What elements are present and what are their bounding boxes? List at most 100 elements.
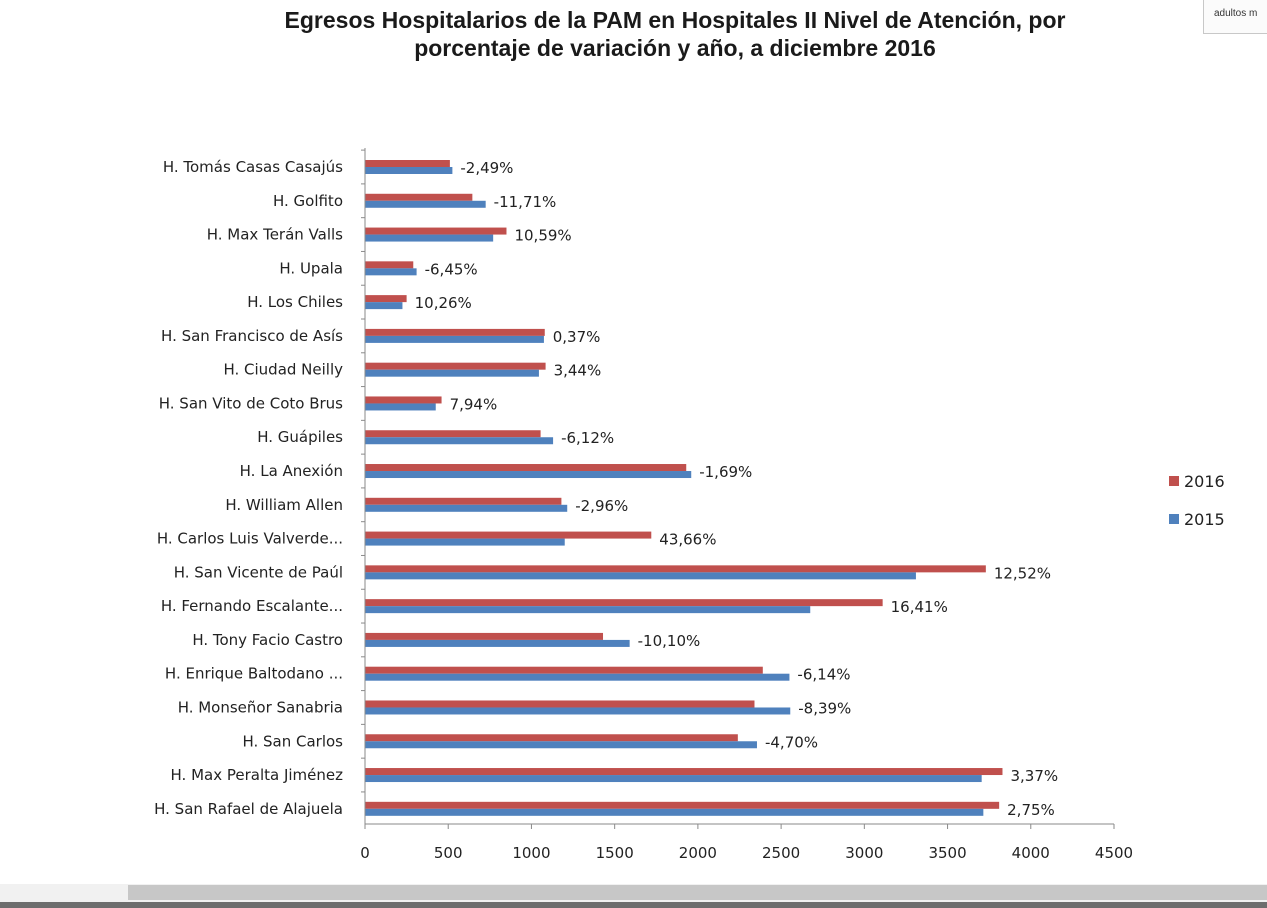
legend-swatch xyxy=(1169,476,1179,486)
data-label: 0,37% xyxy=(553,328,601,346)
category-label: H. San Francisco de Asís xyxy=(161,327,343,345)
data-label: -4,70% xyxy=(765,733,818,751)
category-label: H. Los Chiles xyxy=(247,293,343,311)
category-label: H. Enrique Baltodano ... xyxy=(165,665,343,683)
bar-2016 xyxy=(365,227,507,235)
data-label: 10,26% xyxy=(415,294,472,312)
bar-2016 xyxy=(365,497,562,505)
category-label: H. San Vicente de Paúl xyxy=(174,563,343,581)
bar-2016 xyxy=(365,396,442,404)
category-label: H. San Carlos xyxy=(242,732,343,750)
data-label: 12,52% xyxy=(994,564,1051,582)
bar-2016 xyxy=(365,193,473,201)
x-tick-label: 500 xyxy=(434,844,463,862)
scrollbar-thumb[interactable] xyxy=(128,885,1267,900)
chart-title-line1: Egresos Hospitalarios de la PAM en Hospi… xyxy=(284,7,1066,33)
bar-2016 xyxy=(365,328,545,336)
data-label: 7,94% xyxy=(450,395,498,413)
data-label: -8,39% xyxy=(798,699,851,717)
data-label: -11,71% xyxy=(494,193,557,211)
bar-2015 xyxy=(365,572,916,580)
bar-2016 xyxy=(365,734,738,742)
bar-2015 xyxy=(365,606,811,614)
x-tick-label: 1500 xyxy=(596,844,634,862)
bar-2015 xyxy=(365,302,403,310)
bar-chart: 0 500 1000 1500 2000 2500 3000 3500 4000 4500 H. … xyxy=(154,148,1225,862)
bar-2015 xyxy=(365,167,453,174)
category-label: H. William Allen xyxy=(225,496,343,514)
bar-2016 xyxy=(365,700,755,708)
bar-2015 xyxy=(365,741,757,749)
bar-2015 xyxy=(365,639,630,647)
bar-2015 xyxy=(365,268,417,276)
bar-2016 xyxy=(365,295,407,303)
data-label: 43,66% xyxy=(659,531,716,549)
category-label: H. Ciudad Neilly xyxy=(223,361,343,379)
x-tick-label: 4000 xyxy=(1012,844,1050,862)
bar-2016 xyxy=(365,531,652,539)
sheet-tab[interactable]: adultos m xyxy=(1203,0,1267,34)
data-label: 3,44% xyxy=(554,362,602,380)
bar-2015 xyxy=(365,673,790,681)
category-label: H. Fernando Escalante... xyxy=(161,597,343,615)
bar-2015 xyxy=(365,808,984,816)
data-label: -1,69% xyxy=(699,463,752,481)
x-tick-label: 3500 xyxy=(928,844,966,862)
bar-2015 xyxy=(365,335,544,343)
data-label: 2,75% xyxy=(1007,801,1055,819)
data-label: -2,49% xyxy=(460,159,513,177)
bar-2016 xyxy=(365,801,1000,809)
bar-2015 xyxy=(365,471,692,479)
data-label: 10,59% xyxy=(514,227,571,245)
bar-2015 xyxy=(365,369,539,377)
category-label: H. La Anexión xyxy=(240,462,343,480)
bar-2016 xyxy=(365,430,541,438)
category-label: H. Golfito xyxy=(273,192,343,210)
data-label: -10,10% xyxy=(638,632,701,650)
bar-2016 xyxy=(365,261,414,269)
category-label: H. San Rafael de Alajuela xyxy=(154,800,343,818)
bar-2016 xyxy=(365,464,687,472)
bar-2015 xyxy=(365,200,486,208)
chart-title-line2: porcentaje de variación y año, a diciemb… xyxy=(414,35,936,61)
bottom-border xyxy=(0,902,1267,908)
bar-2015 xyxy=(365,707,791,715)
category-label: H. Carlos Luis Valverde... xyxy=(157,530,343,548)
category-label: H. Tony Facio Castro xyxy=(192,631,343,649)
category-label: H. Max Peralta Jiménez xyxy=(171,766,344,784)
chart-title: Egresos Hospitalarios de la PAM en Hospi… xyxy=(150,6,1200,62)
bar-2016 xyxy=(365,632,604,640)
bar-2016 xyxy=(365,362,546,370)
data-label: -6,12% xyxy=(561,429,614,447)
data-label: -6,14% xyxy=(797,666,850,684)
data-label: 16,41% xyxy=(891,598,948,616)
x-tick-label: 4500 xyxy=(1095,844,1133,862)
category-label: H. Tomás Casas Casajús xyxy=(163,158,343,176)
bar-2016 xyxy=(365,565,986,573)
x-tick-label: 2500 xyxy=(762,844,800,862)
legend-label: 2016 xyxy=(1184,472,1225,491)
x-tick-label: 2000 xyxy=(679,844,717,862)
legend-swatch xyxy=(1169,514,1179,524)
bar-2015 xyxy=(365,403,436,411)
x-tick-label: 0 xyxy=(360,844,370,862)
data-label: -2,96% xyxy=(575,497,628,515)
bar-2015 xyxy=(365,504,568,512)
bar-2016 xyxy=(365,666,763,674)
bar-2015 xyxy=(365,538,565,546)
category-label: H. San Vito de Coto Brus xyxy=(159,394,343,412)
bar-2015 xyxy=(365,437,554,445)
bar-2015 xyxy=(365,775,982,783)
legend-label: 2015 xyxy=(1184,510,1225,529)
category-label: H. Upala xyxy=(279,259,343,277)
category-label: H. Monseñor Sanabria xyxy=(178,698,343,716)
category-label: H. Max Terán Valls xyxy=(207,226,343,244)
bar-2016 xyxy=(365,160,450,167)
data-label: -6,45% xyxy=(425,260,478,278)
bar-2016 xyxy=(365,599,883,607)
data-label: 3,37% xyxy=(1010,767,1058,785)
x-tick-label: 1000 xyxy=(512,844,550,862)
x-tick-label: 3000 xyxy=(845,844,883,862)
bar-2016 xyxy=(365,768,1003,776)
sheet-tab-label: adultos m xyxy=(1214,8,1258,19)
